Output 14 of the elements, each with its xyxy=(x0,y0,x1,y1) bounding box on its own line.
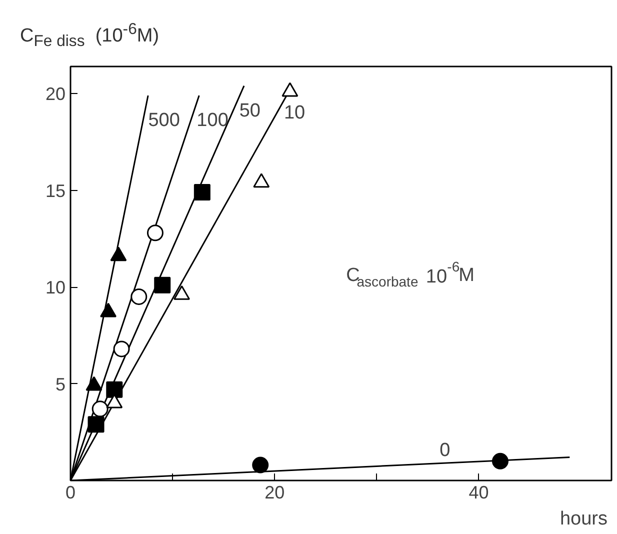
series-label: 100 xyxy=(196,110,228,131)
series-label: 0 xyxy=(440,440,450,462)
y-tick-label: 15 xyxy=(45,180,66,201)
series-label: 10 xyxy=(284,102,306,124)
series-label: 50 xyxy=(239,100,260,122)
x-tick-label: 0 xyxy=(65,482,76,502)
x-tick-label: 40 xyxy=(468,482,489,502)
x-axis-title: hours xyxy=(560,508,608,530)
y-axis-title: C$_{Fe diss}$ (10$^{-6}$M) xyxy=(20,20,160,52)
series-label: 500 xyxy=(148,110,180,131)
y-tick-label: 10 xyxy=(45,278,66,298)
x-tick-label: 20 xyxy=(264,482,285,502)
y-tick-label: 5 xyxy=(55,374,66,394)
y-tick-label: 20 xyxy=(45,84,66,104)
